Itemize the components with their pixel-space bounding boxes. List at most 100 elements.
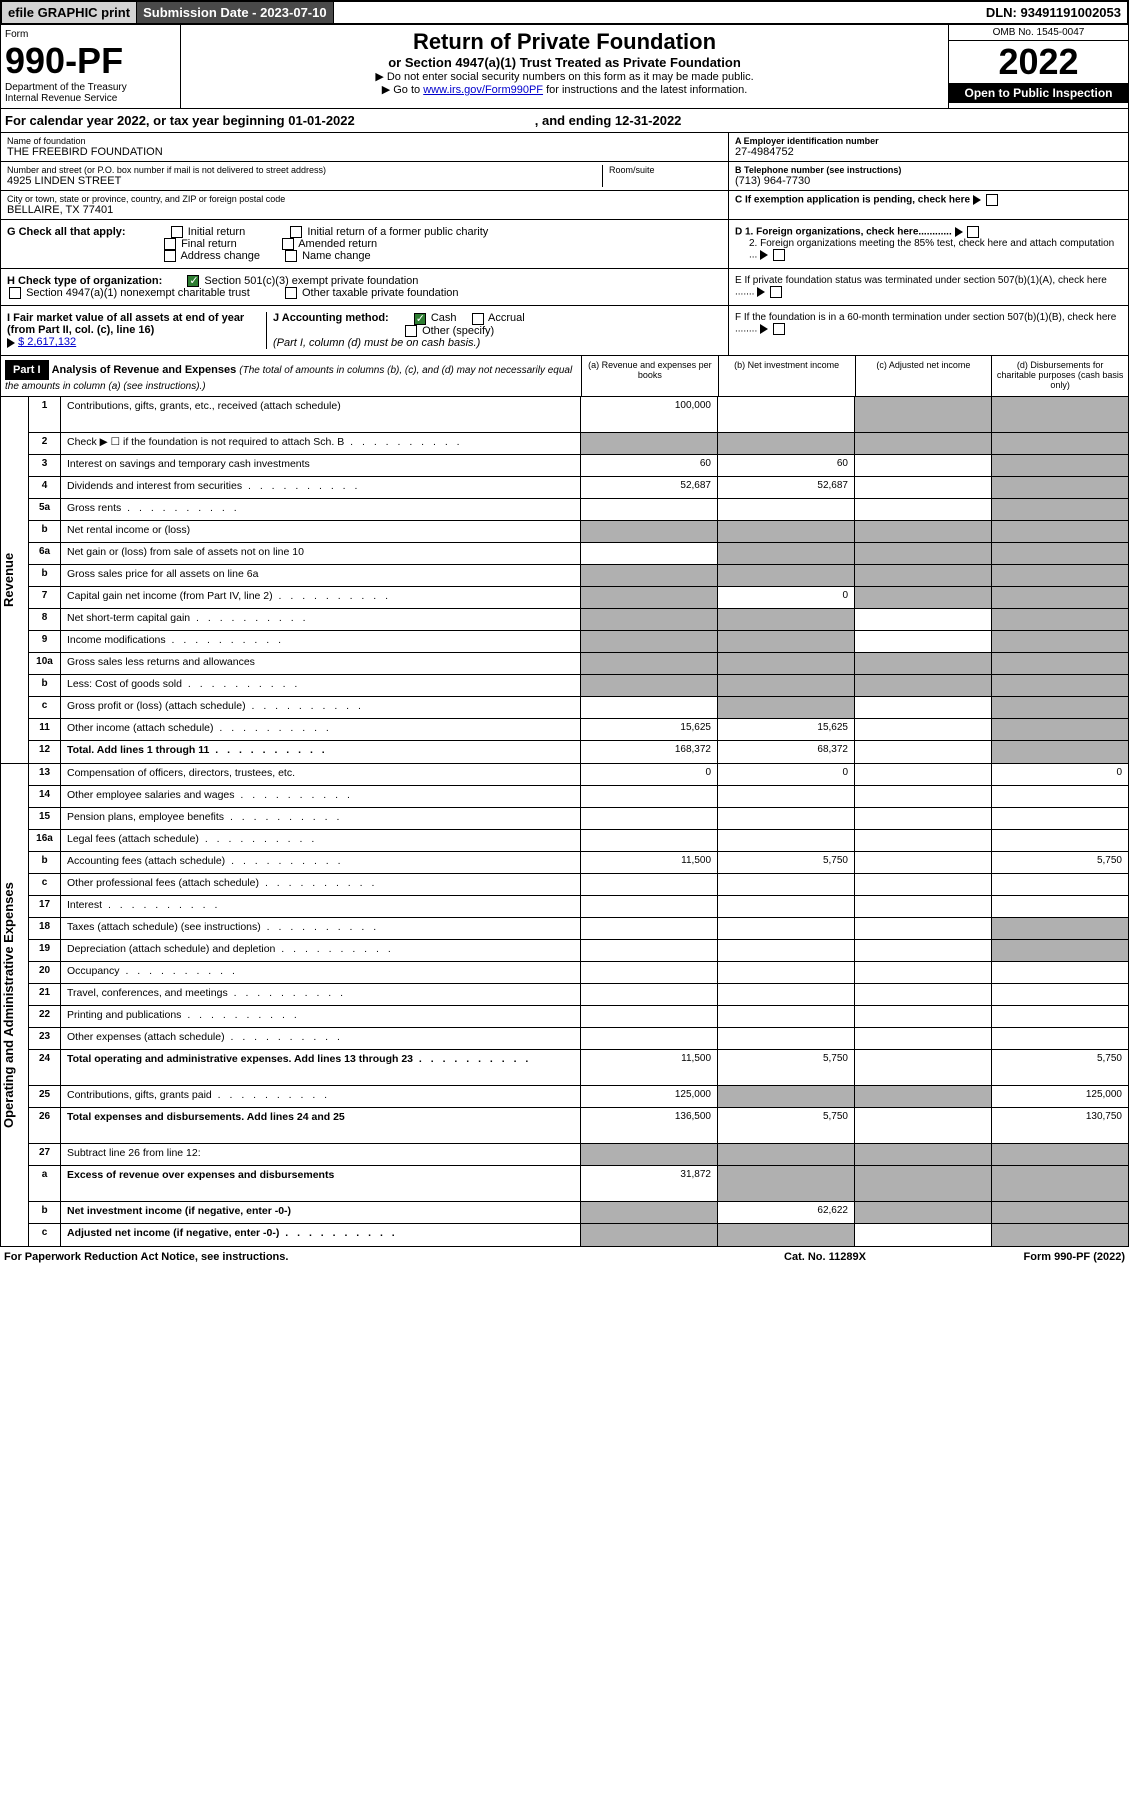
g-former-checkbox[interactable] (290, 226, 302, 238)
data-cell-c (855, 830, 992, 851)
data-cell-a (581, 609, 718, 630)
row-label: Net investment income (if negative, ente… (61, 1202, 581, 1223)
data-cell-d (992, 455, 1128, 476)
data-cell-a (581, 631, 718, 652)
d2-label: 2. Foreign organizations meeting the 85%… (749, 238, 1114, 261)
j-accrual-checkbox[interactable] (472, 313, 484, 325)
data-cell-d (992, 397, 1128, 432)
data-cell-c (855, 962, 992, 983)
j-other-checkbox[interactable] (405, 325, 417, 337)
data-cell-b (718, 697, 855, 718)
note1: ▶ Do not enter social security numbers o… (185, 70, 944, 83)
h-501c3-checkbox[interactable] (187, 275, 199, 287)
data-cell-d (992, 521, 1128, 542)
row-number: 27 (29, 1144, 61, 1165)
data-cell-d (992, 719, 1128, 740)
data-cell-d: 5,750 (992, 1050, 1128, 1085)
data-cell-b (718, 1028, 855, 1049)
data-cell-c (855, 1166, 992, 1201)
data-cell-c (855, 984, 992, 1005)
row-number: 23 (29, 1028, 61, 1049)
e-checkbox[interactable] (770, 286, 782, 298)
h-4947-checkbox[interactable] (9, 287, 21, 299)
table-row: 21Travel, conferences, and meetings (29, 984, 1128, 1006)
data-cell-d (992, 675, 1128, 696)
form990pf-link[interactable]: www.irs.gov/Form990PF (423, 84, 543, 96)
f-checkbox[interactable] (773, 323, 785, 335)
row-label: Less: Cost of goods sold (61, 675, 581, 696)
h-other-checkbox[interactable] (285, 287, 297, 299)
data-cell-d: 130,750 (992, 1108, 1128, 1143)
row-number: c (29, 1224, 61, 1246)
form-subtitle: or Section 4947(a)(1) Trust Treated as P… (185, 55, 944, 70)
g-initial-checkbox[interactable] (171, 226, 183, 238)
row-label: Excess of revenue over expenses and disb… (61, 1166, 581, 1201)
data-cell-a (581, 1144, 718, 1165)
d1-checkbox[interactable] (967, 226, 979, 238)
g-amended-checkbox[interactable] (282, 238, 294, 250)
row-label: Dividends and interest from securities (61, 477, 581, 498)
data-cell-c (855, 397, 992, 432)
addr-cell: Number and street (or P.O. box number if… (1, 162, 728, 191)
d1-label: D 1. Foreign organizations, check here..… (735, 227, 952, 238)
g-address-checkbox[interactable] (164, 250, 176, 262)
g-opt-3: Amended return (298, 238, 377, 250)
room-label: Room/suite (609, 165, 722, 175)
data-cell-b (718, 1144, 855, 1165)
data-cell-b (718, 631, 855, 652)
data-cell-b: 62,622 (718, 1202, 855, 1223)
data-cell-d (992, 1006, 1128, 1027)
j-opt-1: Accrual (488, 312, 525, 324)
arrow-icon (7, 338, 15, 348)
data-cell-d (992, 697, 1128, 718)
part1-header-row: Part I Analysis of Revenue and Expenses … (0, 356, 1129, 397)
tax-year: 2022 (949, 41, 1128, 83)
open-inspection: Open to Public Inspection (949, 83, 1128, 103)
footer-right: Form 990-PF (2022) (925, 1251, 1125, 1263)
arrow-icon (760, 250, 768, 260)
row-number: 12 (29, 741, 61, 763)
g-block: G Check all that apply: Initial return I… (1, 220, 728, 268)
row-number: b (29, 1202, 61, 1223)
row-label: Other income (attach schedule) (61, 719, 581, 740)
table-row: aExcess of revenue over expenses and dis… (29, 1166, 1128, 1202)
check-section-g: G Check all that apply: Initial return I… (0, 220, 1129, 269)
name-cell: Name of foundation THE FREEBIRD FOUNDATI… (1, 133, 728, 162)
name-label: Name of foundation (7, 136, 722, 146)
data-cell-d (992, 543, 1128, 564)
row-label: Total expenses and disbursements. Add li… (61, 1108, 581, 1143)
data-cell-b (718, 1006, 855, 1027)
g-opt-1: Initial return of a former public charit… (307, 226, 488, 238)
data-cell-a (581, 433, 718, 454)
form-title: Return of Private Foundation (185, 29, 944, 55)
row-number: 7 (29, 587, 61, 608)
row-number: 17 (29, 896, 61, 917)
c-cell: C If exemption application is pending, c… (729, 191, 1128, 209)
row-label: Interest on savings and temporary cash i… (61, 455, 581, 476)
row-label: Pension plans, employee benefits (61, 808, 581, 829)
table-row: 16aLegal fees (attach schedule) (29, 830, 1128, 852)
data-cell-b (718, 1224, 855, 1246)
table-row: 22Printing and publications (29, 1006, 1128, 1028)
g-final-checkbox[interactable] (164, 238, 176, 250)
data-cell-d (992, 477, 1128, 498)
data-cell-c (855, 1086, 992, 1107)
data-cell-d (992, 786, 1128, 807)
efile-label[interactable]: efile GRAPHIC print (2, 2, 137, 23)
data-cell-b (718, 499, 855, 520)
row-number: 2 (29, 433, 61, 454)
data-cell-b (718, 918, 855, 939)
j-cash-checkbox[interactable] (414, 313, 426, 325)
form-number: 990-PF (5, 40, 176, 82)
table-row: 24Total operating and administrative exp… (29, 1050, 1128, 1086)
arrow-icon (760, 324, 768, 334)
data-cell-a: 100,000 (581, 397, 718, 432)
table-row: bAccounting fees (attach schedule)11,500… (29, 852, 1128, 874)
c-checkbox[interactable] (986, 194, 998, 206)
g-name-checkbox[interactable] (285, 250, 297, 262)
d2-checkbox[interactable] (773, 249, 785, 261)
fmv-value[interactable]: $ 2,617,132 (18, 336, 76, 348)
row-label: Subtract line 26 from line 12: (61, 1144, 581, 1165)
expenses-table: Operating and Administrative Expenses 13… (0, 764, 1129, 1247)
data-cell-b: 0 (718, 587, 855, 608)
